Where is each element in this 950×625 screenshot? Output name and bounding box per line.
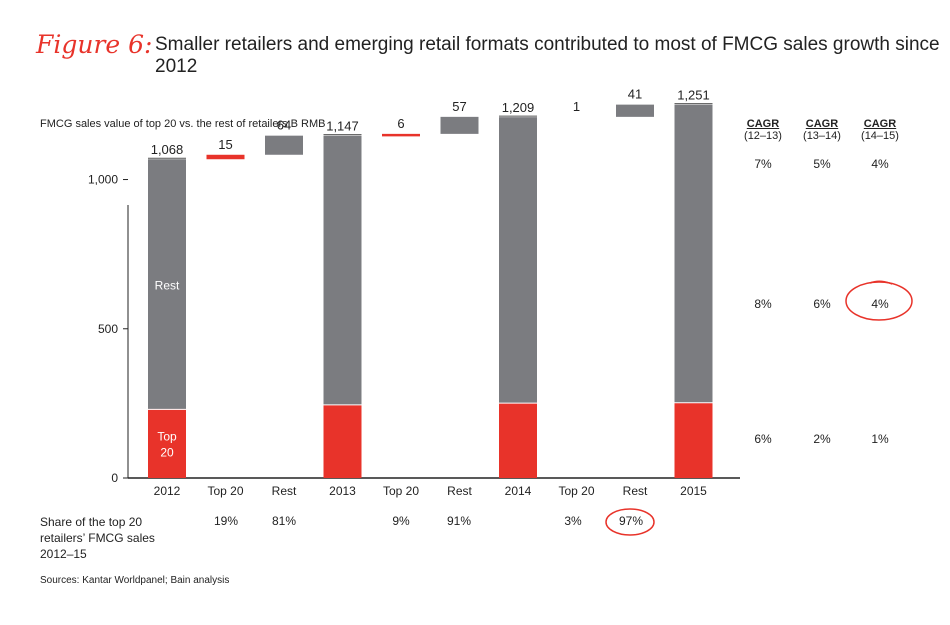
bar-top20 [499,403,537,478]
y-tick-label: 500 [98,322,118,336]
cagr-header-14-15: CAGR (14–15) [854,118,906,142]
y-tick-label: 1,000 [88,173,118,187]
bar-top20 [674,402,713,478]
cagr-header-period: (14–15) [861,130,899,142]
share-value-rest-2015: 97% [618,514,644,528]
share-value-top20-2013: 19% [213,514,239,528]
bar-increment-rest [265,135,303,155]
bar-total-label: 1,209 [502,100,535,115]
bar-increment-top20 [382,133,420,137]
segment-label-top20: Top [157,430,177,444]
x-tick-label: Rest [272,484,297,498]
bar-rest [499,117,537,404]
bar-total-label: 1,251 [677,88,710,103]
share-value-top20-2014: 9% [392,514,410,528]
share-value-top20-2015: 3% [564,514,582,528]
bar-increment-label: 57 [452,99,466,114]
bar-increment-label: 41 [628,87,642,102]
cagr-header-title: CAGR [863,118,897,130]
source-note: Sources: Kantar Worldpanel; Bain analysi… [40,575,230,586]
cagr-header-period: (13–14) [803,130,841,142]
segment-label-top20: 20 [160,446,174,460]
bar-increment-label: 15 [218,137,232,152]
cagr-total-12-13: 7% [754,157,772,171]
cagr-top20-13-14: 2% [813,432,831,446]
bar-increment-rest [440,116,479,134]
bar-increment-top20 [206,154,245,160]
cagr-header-period: (12–13) [744,130,782,142]
chart-subtitle: FMCG sales value of top 20 vs. the rest … [40,118,326,130]
bar-increment-label: 64 [277,118,291,133]
cagr-rest-12-13: 8% [754,297,772,311]
cagr-rest-13-14: 6% [813,297,831,311]
bar-top20 [323,404,362,478]
bar-increment-rest [616,104,654,117]
bar-total-label: 1,068 [151,142,184,157]
x-tick-label: Top 20 [383,484,419,498]
bar-total-label: 1,147 [326,119,359,134]
x-tick-label: 2014 [505,484,532,498]
x-tick-label: Top 20 [207,484,243,498]
y-tick-label: 0 [111,471,118,485]
cagr-header-title: CAGR [746,118,780,130]
share-value-rest-2014: 91% [446,514,472,528]
x-tick-label: 2012 [154,484,181,498]
cagr-total-14-15: 4% [871,157,889,171]
cagr-total-13-14: 5% [813,157,831,171]
bar-rest [148,159,186,410]
figure-title: Smaller retailers and emerging retail fo… [155,34,940,77]
segment-label-rest: Rest [155,278,180,292]
cagr-header-13-14: CAGR (13–14) [796,118,848,142]
x-tick-label: 2015 [680,484,707,498]
bar-rest [674,104,713,403]
share-value-rest-2013: 81% [271,514,297,528]
x-tick-label: Rest [623,484,648,498]
cagr-top20-14-15: 1% [871,432,889,446]
share-label: Share of the top 20 retailers’ FMCG sale… [40,515,155,561]
x-tick-label: 2013 [329,484,356,498]
figure-label: Figure 6: [36,30,153,59]
cagr-header-12-13: CAGR (12–13) [737,118,789,142]
cagr-top20-12-13: 6% [754,432,772,446]
cagr-header-title: CAGR [805,118,839,130]
bar-increment-label: 1 [573,99,580,114]
bar-increment-label: 6 [397,116,404,131]
bar-rest [323,135,362,405]
x-tick-label: Top 20 [558,484,594,498]
x-tick-label: Rest [447,484,472,498]
bar-top20 [148,409,186,478]
